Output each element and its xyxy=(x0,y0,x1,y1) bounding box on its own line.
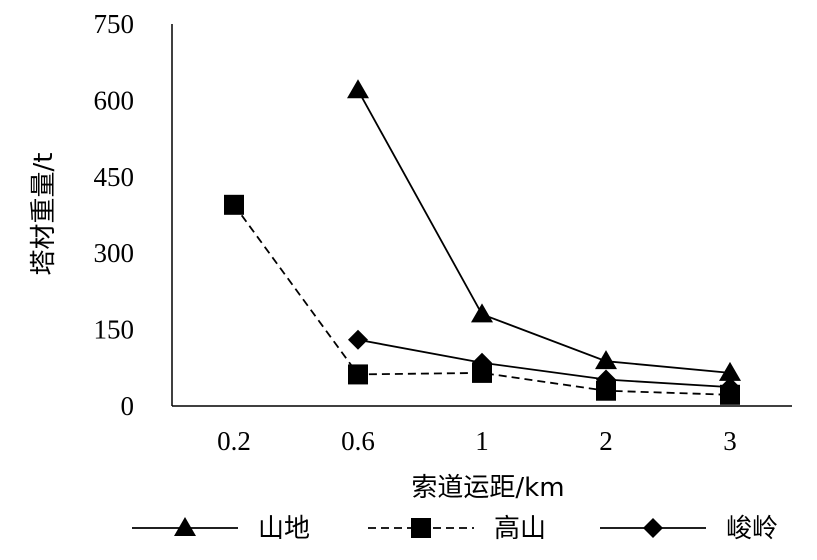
legend-marker xyxy=(411,518,431,538)
series-line xyxy=(233,204,731,396)
legend-item-2: 高山 xyxy=(368,514,546,544)
x-tick-label: 0.6 xyxy=(341,426,375,456)
data-point xyxy=(347,79,369,99)
data-point xyxy=(596,380,616,401)
series-line xyxy=(357,89,731,374)
y-tick-label: 0 xyxy=(121,391,135,421)
data-point xyxy=(348,329,368,350)
data-point xyxy=(348,364,368,385)
y-tick-label: 600 xyxy=(94,85,135,115)
x-tick-label: 3 xyxy=(723,426,737,456)
legend: 山地 高山 峻岭 xyxy=(132,514,778,544)
data-point xyxy=(472,362,492,383)
series-3 xyxy=(348,329,740,398)
x-tick-label: 1 xyxy=(475,426,489,456)
axes: 0 150 300 450 600 750 0.2 0.6 1 2 3 xyxy=(94,9,792,456)
y-tick-label: 300 xyxy=(94,238,135,268)
legend-label: 山地 xyxy=(258,514,310,544)
series-line xyxy=(357,338,731,389)
x-tick-label: 2 xyxy=(599,426,613,456)
data-point xyxy=(720,377,740,398)
legend-marker xyxy=(643,518,663,538)
data-point xyxy=(595,350,617,370)
series-2 xyxy=(224,194,740,405)
y-axis-title: 塔材重量/t xyxy=(29,153,59,276)
legend-item-1: 山地 xyxy=(132,514,310,544)
data-point xyxy=(224,194,244,215)
x-axis-title: 索道运距/km xyxy=(411,473,564,503)
x-tick-label: 0.2 xyxy=(217,426,251,456)
series-layer xyxy=(224,79,741,405)
series-1 xyxy=(347,79,741,381)
data-point xyxy=(596,369,616,390)
legend-label: 峻岭 xyxy=(726,514,778,544)
legend-item-3: 峻岭 xyxy=(600,514,778,544)
legend-marker xyxy=(174,517,196,536)
y-tick-label: 450 xyxy=(94,162,135,192)
y-tick-label: 150 xyxy=(94,315,135,345)
data-point xyxy=(471,303,493,323)
data-point xyxy=(472,352,492,373)
y-tick-label: 750 xyxy=(94,9,135,39)
legend-label: 高山 xyxy=(494,514,546,544)
data-point xyxy=(719,361,741,381)
